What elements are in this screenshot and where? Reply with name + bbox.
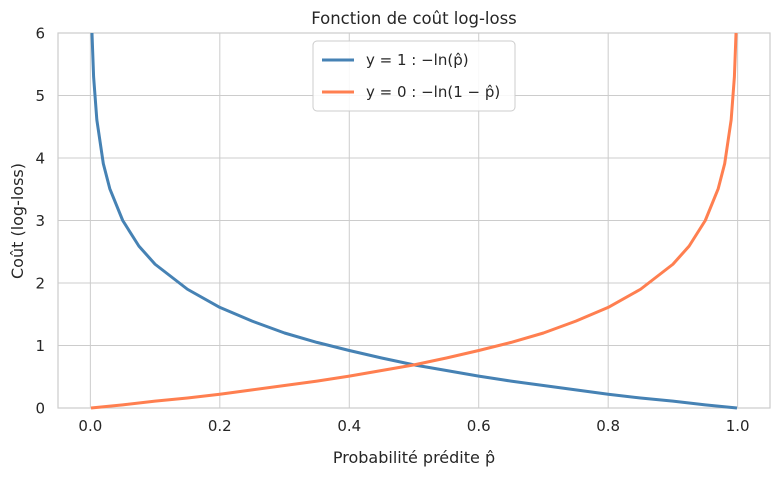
x-tick-label: 0.2 [208, 417, 232, 435]
x-tick-label: 0.6 [467, 417, 491, 435]
x-tick-label: 0.0 [78, 417, 102, 435]
y-tick-labels: 0 1 2 3 4 5 6 [35, 25, 45, 418]
x-axis-label: Probabilité prédite p̂ [333, 448, 495, 467]
legend: y = 1 : −ln(p̂) y = 0 : −ln(1 − p̂) [312, 40, 516, 112]
series-line-1 [90, 32, 738, 410]
chart-title: Fonction de coût log-loss [311, 9, 517, 28]
legend-box [312, 40, 516, 112]
y-tick-label: 0 [35, 400, 45, 418]
x-tick-label: 0.8 [596, 417, 620, 435]
series-layer [90, 32, 738, 410]
legend-label-y0: y = 0 : −ln(1 − p̂) [366, 83, 500, 101]
x-tick-label: 1.0 [726, 417, 750, 435]
legend-label-y1: y = 1 : −ln(p̂) [366, 51, 469, 69]
y-axis-label: Coût (log-loss) [8, 163, 27, 279]
y-tick-label: 2 [35, 275, 45, 293]
y-tick-label: 1 [35, 337, 45, 355]
x-tick-labels: 0.0 0.2 0.4 0.6 0.8 1.0 [78, 417, 749, 435]
series-line-0 [90, 32, 738, 410]
y-tick-label: 6 [35, 25, 45, 43]
plot-frame [57, 32, 771, 409]
y-tick-label: 4 [35, 150, 45, 168]
y-tick-label: 5 [35, 87, 45, 105]
x-tick-label: 0.4 [337, 417, 361, 435]
y-tick-label: 3 [35, 212, 45, 230]
